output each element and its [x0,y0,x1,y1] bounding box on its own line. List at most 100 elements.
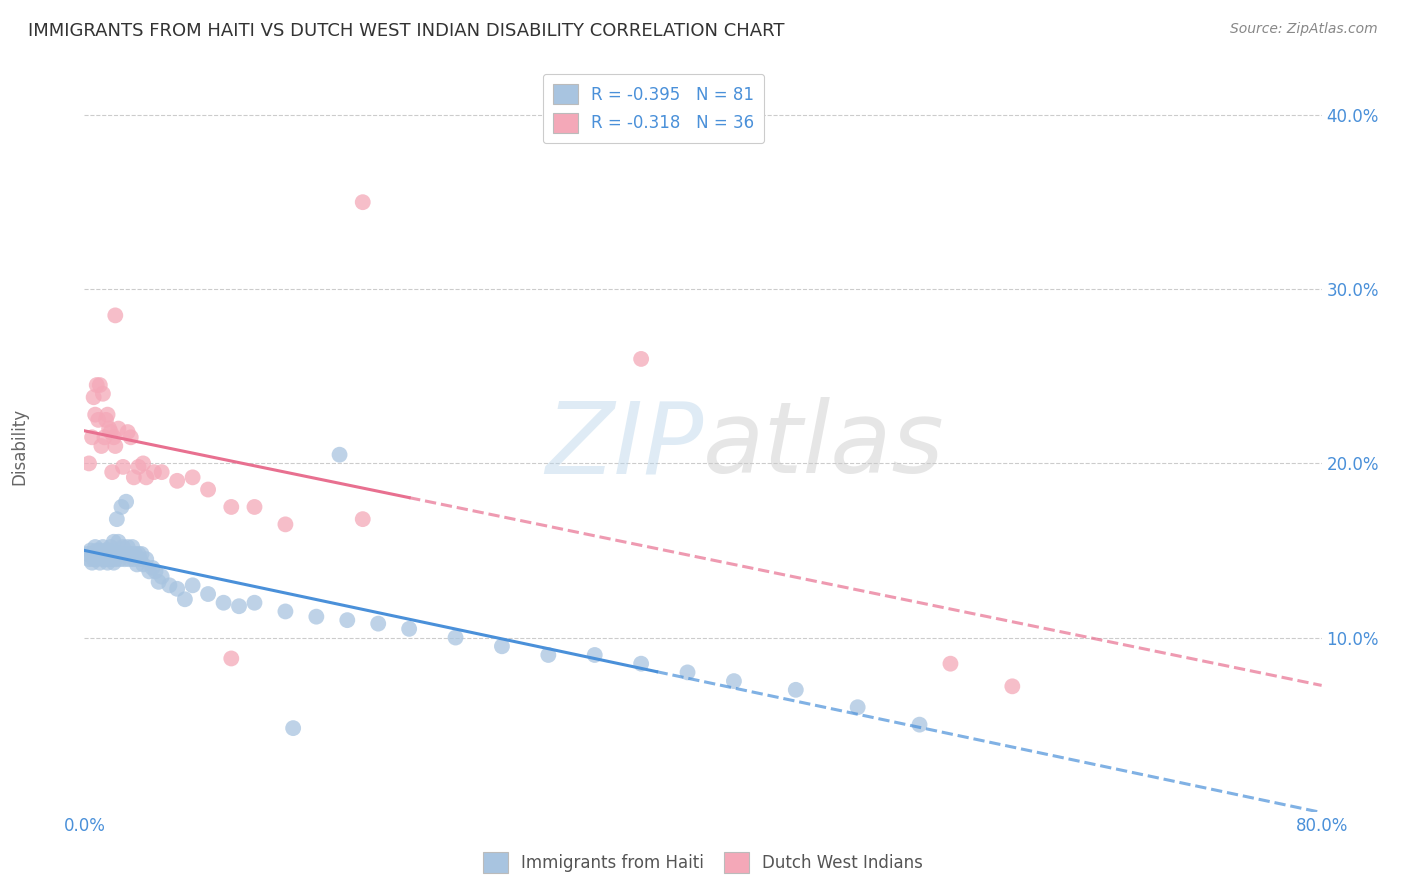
Point [181,578,204,592]
Point [89,543,111,558]
Text: IMMIGRANTS FROM HAITI VS DUTCH WEST INDIAN DISABILITY CORRELATION CHART: IMMIGRANTS FROM HAITI VS DUTCH WEST INDI… [28,22,785,40]
Point [537,648,560,662]
Point [110,500,132,514]
Point [228,599,250,614]
Point [444,631,467,645]
Point [98,421,121,435]
Point [84,408,107,422]
Point [135,470,157,484]
Point [96,547,118,561]
Point [93,547,115,561]
Point [120,430,142,444]
Point [83,390,105,404]
Point [491,640,513,654]
Point [352,195,374,210]
Point [122,552,145,566]
Point [908,717,931,731]
Point [103,534,125,549]
Point [94,543,117,558]
Point [174,592,197,607]
Point [121,540,143,554]
Point [100,547,122,561]
Point [107,534,129,549]
Point [90,439,112,453]
Point [114,552,136,566]
Point [939,657,962,671]
Point [118,552,141,566]
Point [98,543,121,558]
Point [219,651,242,665]
Point [84,549,107,563]
Point [100,540,122,554]
Point [305,609,328,624]
Point [141,561,163,575]
Point [243,596,266,610]
Point [583,648,606,662]
Y-axis label: Disability: Disability [11,408,28,484]
Point [101,465,124,479]
Point [145,565,167,579]
Point [79,543,101,558]
Point [212,596,235,610]
Point [77,552,100,566]
Point [104,547,127,561]
Point [89,378,111,392]
Point [1001,679,1024,693]
Point [846,700,869,714]
Point [76,547,98,561]
Point [107,547,129,561]
Point [197,587,219,601]
Point [105,512,128,526]
Point [166,474,188,488]
Point [328,448,352,462]
Point [150,465,173,479]
Point [100,425,122,439]
Point [135,552,157,566]
Point [91,540,114,554]
Point [94,413,117,427]
Point [82,556,104,570]
Point [101,547,124,561]
Point [117,425,139,439]
Point [96,408,118,422]
Point [148,574,170,589]
Point [93,430,115,444]
Legend: R = -0.395   N = 81, R = -0.318   N = 36: R = -0.395 N = 81, R = -0.318 N = 36 [543,74,765,143]
Point [127,547,149,561]
Text: ZIP: ZIP [544,398,703,494]
Point [112,547,135,561]
Point [87,413,110,427]
Point [243,500,266,514]
Point [87,547,110,561]
Legend: Immigrants from Haiti, Dutch West Indians: Immigrants from Haiti, Dutch West Indian… [477,846,929,880]
Point [82,547,104,561]
Point [107,421,129,435]
Point [90,547,112,561]
Point [132,558,155,572]
Point [159,578,180,592]
Point [723,674,745,689]
Point [120,547,142,561]
Point [104,439,127,453]
Point [352,512,374,526]
Point [143,465,166,479]
Point [115,547,138,561]
Point [108,552,131,566]
Point [101,552,124,566]
Point [138,565,160,579]
Point [103,430,125,444]
Point [104,552,127,566]
Point [367,616,389,631]
Point [630,351,652,366]
Point [124,547,146,561]
Point [125,558,148,572]
Point [150,569,173,583]
Point [398,622,420,636]
Point [83,552,105,566]
Point [104,309,127,323]
Point [103,556,125,570]
Point [115,494,138,508]
Point [82,430,104,444]
Point [98,552,121,566]
Point [122,470,145,484]
